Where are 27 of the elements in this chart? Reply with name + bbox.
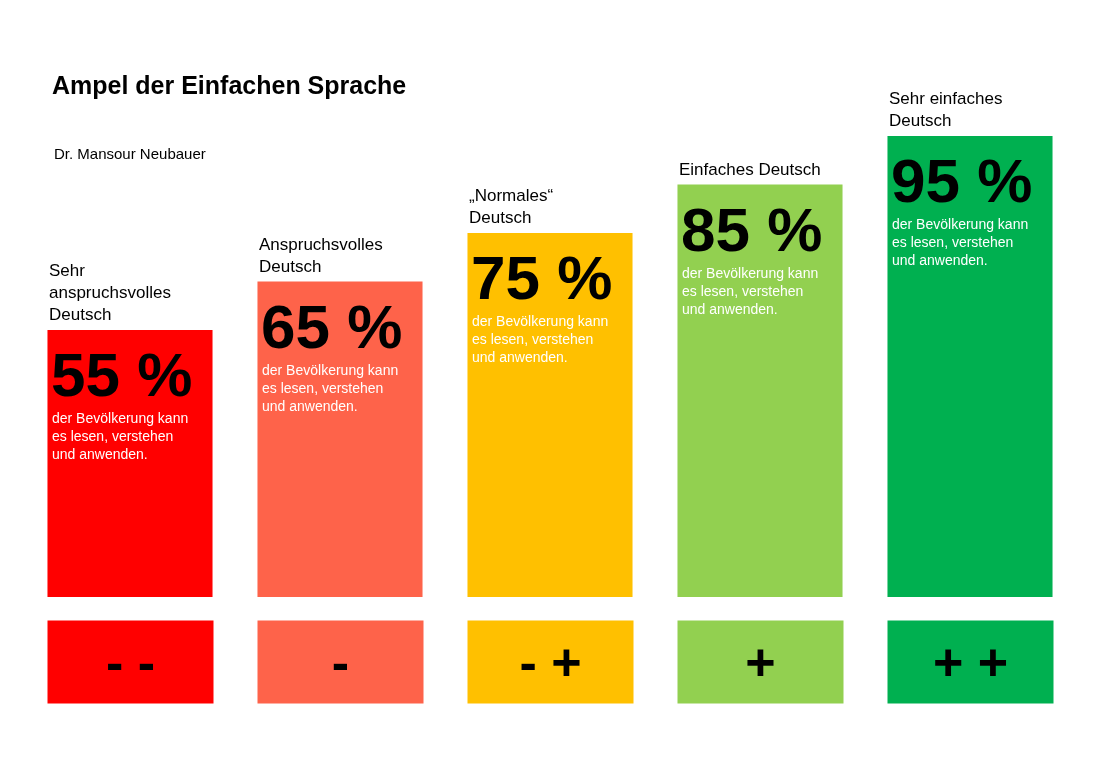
text: - — [331, 633, 350, 691]
data-label: 65 % — [261, 292, 403, 361]
bar — [467, 233, 633, 597]
text: Dr. Mansour Neubauer — [54, 145, 206, 162]
bar — [887, 136, 1053, 597]
x-tick-label: Einfaches Deutsch — [679, 160, 821, 179]
bar — [47, 330, 213, 597]
x-tick-label: Anspruchsvolles Deutsch — [259, 235, 383, 277]
data-label: 85 % — [681, 195, 823, 264]
text: + — [745, 633, 776, 691]
annotation: der Bevölkerung kann es lesen, verstehen und anwenden. — [682, 265, 819, 318]
annotation: der Bevölkerung kann es lesen, verstehen und anwenden. — [892, 216, 1029, 269]
bar — [677, 184, 843, 597]
annotation: der Bevölkerung kann es lesen, verstehen und anwenden. — [472, 313, 609, 366]
data-label: 55 % — [51, 340, 193, 409]
annotation: der Bevölkerung kann es lesen, verstehen und anwenden. — [52, 410, 189, 463]
annotation: der Bevölkerung kann es lesen, verstehen und anwenden. — [262, 362, 399, 415]
chart-title: Ampel der Einfachen Sprache — [52, 70, 407, 99]
x-tick-label: Sehr anspruchsvolles Deutsch — [49, 261, 171, 325]
data-label: 95 % — [891, 146, 1033, 215]
text: - - — [105, 633, 156, 691]
x-tick-label: „Normales“ Deutsch — [469, 186, 554, 228]
x-tick-label: Sehr einfaches Deutsch — [889, 89, 1003, 131]
bar — [257, 281, 423, 597]
text: - + — [519, 633, 582, 691]
text: + + — [932, 633, 1009, 691]
data-label: 75 % — [471, 243, 613, 312]
